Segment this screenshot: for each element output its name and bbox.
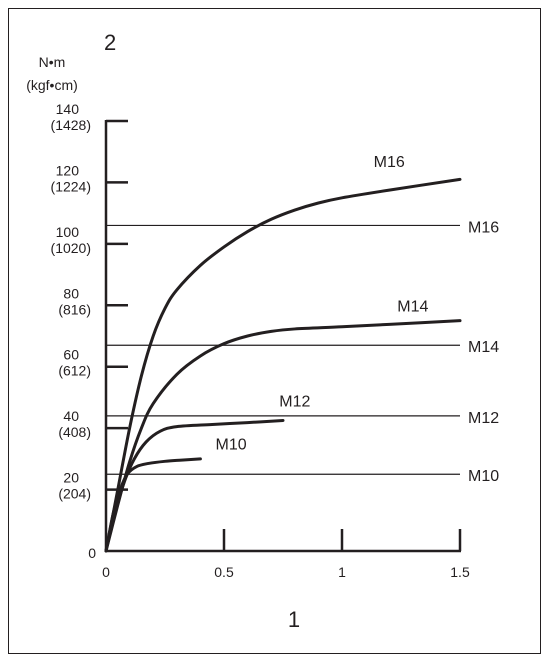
series-line-m16: [104, 177, 462, 553]
reference-line-label: M16: [468, 219, 499, 236]
y-unit-label: N•m: [39, 54, 66, 70]
curve-label: M16: [374, 154, 405, 171]
curve-label: M14: [397, 298, 428, 315]
y-tick-label-alt: (816): [58, 301, 91, 317]
y-tick-label-alt: (204): [58, 486, 91, 502]
x-tick-label: 0: [102, 564, 110, 580]
y-tick-label: 120: [56, 162, 80, 178]
y-tick-label-alt: (1224): [51, 178, 91, 194]
y-tick-label: 40: [63, 408, 79, 424]
reference-line-label: M10: [468, 468, 499, 485]
y-tick-label: 140: [56, 101, 80, 117]
y-tick-label-alt: (408): [58, 424, 91, 440]
reference-line-label: M14: [468, 339, 499, 356]
figure-frame: [8, 8, 541, 654]
x-axis-label: 1: [288, 607, 300, 632]
x-tick-label: 1: [338, 564, 346, 580]
reference-line-label: M12: [468, 410, 499, 427]
corner-label: 2: [104, 30, 116, 55]
y-tick-label: 0: [88, 545, 96, 561]
series-line-m14: [104, 319, 462, 553]
curve-label: M12: [279, 394, 310, 411]
y-tick-label-alt: (1428): [51, 117, 91, 133]
y-tick-label: 60: [63, 347, 79, 363]
y-unit-label-alt: (kgf•cm): [26, 77, 78, 93]
x-tick-label: 1.5: [450, 564, 470, 580]
curve-labels: M16 M14 M12 M10: [216, 154, 429, 454]
axis-ticks: 0 20(204) 40(408) 60(612) 80(816) 100(1020) 12…: [51, 101, 470, 580]
y-tick-label: 20: [63, 470, 79, 486]
y-tick-label-alt: (612): [58, 363, 91, 379]
reference-lines: M10 M12 M14 M16: [106, 219, 499, 485]
y-tick-label: 100: [56, 224, 80, 240]
x-tick-label: 0.5: [214, 564, 234, 580]
series-curves: [104, 177, 462, 553]
y-tick-label: 80: [63, 285, 79, 301]
curve-label: M10: [216, 437, 247, 454]
y-tick-label-alt: (1020): [51, 240, 91, 256]
series-line-m12: [104, 418, 285, 553]
